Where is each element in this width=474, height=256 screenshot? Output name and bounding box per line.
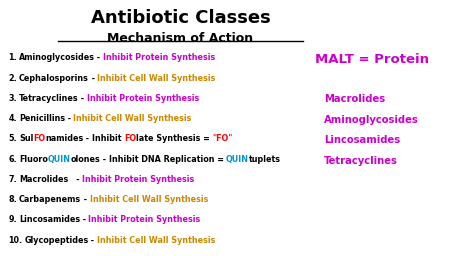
Text: 6.: 6. bbox=[9, 155, 17, 164]
Text: -: - bbox=[88, 236, 97, 245]
Text: QUIN: QUIN bbox=[47, 155, 71, 164]
Text: tuplets: tuplets bbox=[249, 155, 281, 164]
Text: Inhibit Cell Wall Synthesis: Inhibit Cell Wall Synthesis bbox=[90, 195, 208, 204]
Text: 5.: 5. bbox=[9, 134, 17, 143]
Text: Antibiotic Classes: Antibiotic Classes bbox=[91, 9, 270, 27]
Text: -: - bbox=[94, 53, 103, 62]
Text: -: - bbox=[89, 73, 97, 82]
Text: -: - bbox=[83, 134, 92, 143]
Text: Tetracyclines: Tetracyclines bbox=[19, 94, 79, 103]
Text: Inhibit Protein Synthesis: Inhibit Protein Synthesis bbox=[103, 53, 215, 62]
Text: Inhibit Protein Synthesis: Inhibit Protein Synthesis bbox=[88, 215, 201, 224]
Text: Carbapenems: Carbapenems bbox=[19, 195, 81, 204]
Text: -: - bbox=[80, 215, 89, 224]
Text: 3.: 3. bbox=[9, 94, 17, 103]
Text: FO: FO bbox=[124, 134, 136, 143]
Text: Inhibit Protein Synthesis: Inhibit Protein Synthesis bbox=[87, 94, 199, 103]
Text: 1.: 1. bbox=[9, 53, 17, 62]
Text: Inhibit Cell Wall Synthesis: Inhibit Cell Wall Synthesis bbox=[97, 73, 216, 82]
Text: -: - bbox=[78, 94, 87, 103]
Text: Mechanism of Action: Mechanism of Action bbox=[108, 32, 254, 45]
Text: olones: olones bbox=[71, 155, 100, 164]
Text: Macrolides: Macrolides bbox=[324, 94, 385, 104]
Text: Aminoglycosides: Aminoglycosides bbox=[19, 53, 95, 62]
Text: Tetracyclines: Tetracyclines bbox=[324, 156, 398, 166]
Text: Lincosamides: Lincosamides bbox=[19, 215, 80, 224]
Text: Aminoglycosides: Aminoglycosides bbox=[324, 115, 419, 125]
Text: -: - bbox=[65, 114, 73, 123]
Text: Glycopeptides: Glycopeptides bbox=[24, 236, 89, 245]
Text: -: - bbox=[100, 155, 109, 164]
Text: 4.: 4. bbox=[9, 114, 17, 123]
Text: Cephalosporins: Cephalosporins bbox=[19, 73, 89, 82]
Text: FO: FO bbox=[33, 134, 46, 143]
Text: namides: namides bbox=[45, 134, 83, 143]
Text: late Synthesis =: late Synthesis = bbox=[136, 134, 213, 143]
Text: 2.: 2. bbox=[9, 73, 17, 82]
Text: 10.: 10. bbox=[9, 236, 23, 245]
Text: Inhibit: Inhibit bbox=[92, 134, 124, 143]
Text: 7.: 7. bbox=[9, 175, 17, 184]
Text: "FO": "FO" bbox=[212, 134, 233, 143]
Text: Fluoro: Fluoro bbox=[19, 155, 48, 164]
Text: Inhibit Cell Wall Synthesis: Inhibit Cell Wall Synthesis bbox=[73, 114, 192, 123]
Text: Inhibit Cell Wall Synthesis: Inhibit Cell Wall Synthesis bbox=[97, 236, 215, 245]
Text: Penicillins: Penicillins bbox=[19, 114, 65, 123]
Text: MALT = Protein: MALT = Protein bbox=[315, 53, 429, 66]
Text: Inhibit Protein Synthesis: Inhibit Protein Synthesis bbox=[82, 175, 194, 184]
Text: Macrolides: Macrolides bbox=[19, 175, 68, 184]
Text: -: - bbox=[68, 175, 82, 184]
Text: 9.: 9. bbox=[9, 215, 17, 224]
Text: 8.: 8. bbox=[9, 195, 17, 204]
Text: Inhibit DNA Replication =: Inhibit DNA Replication = bbox=[109, 155, 227, 164]
Text: Sul: Sul bbox=[19, 134, 33, 143]
Text: QUIN: QUIN bbox=[226, 155, 249, 164]
Text: Lincosamides: Lincosamides bbox=[324, 135, 401, 145]
Text: -: - bbox=[81, 195, 90, 204]
